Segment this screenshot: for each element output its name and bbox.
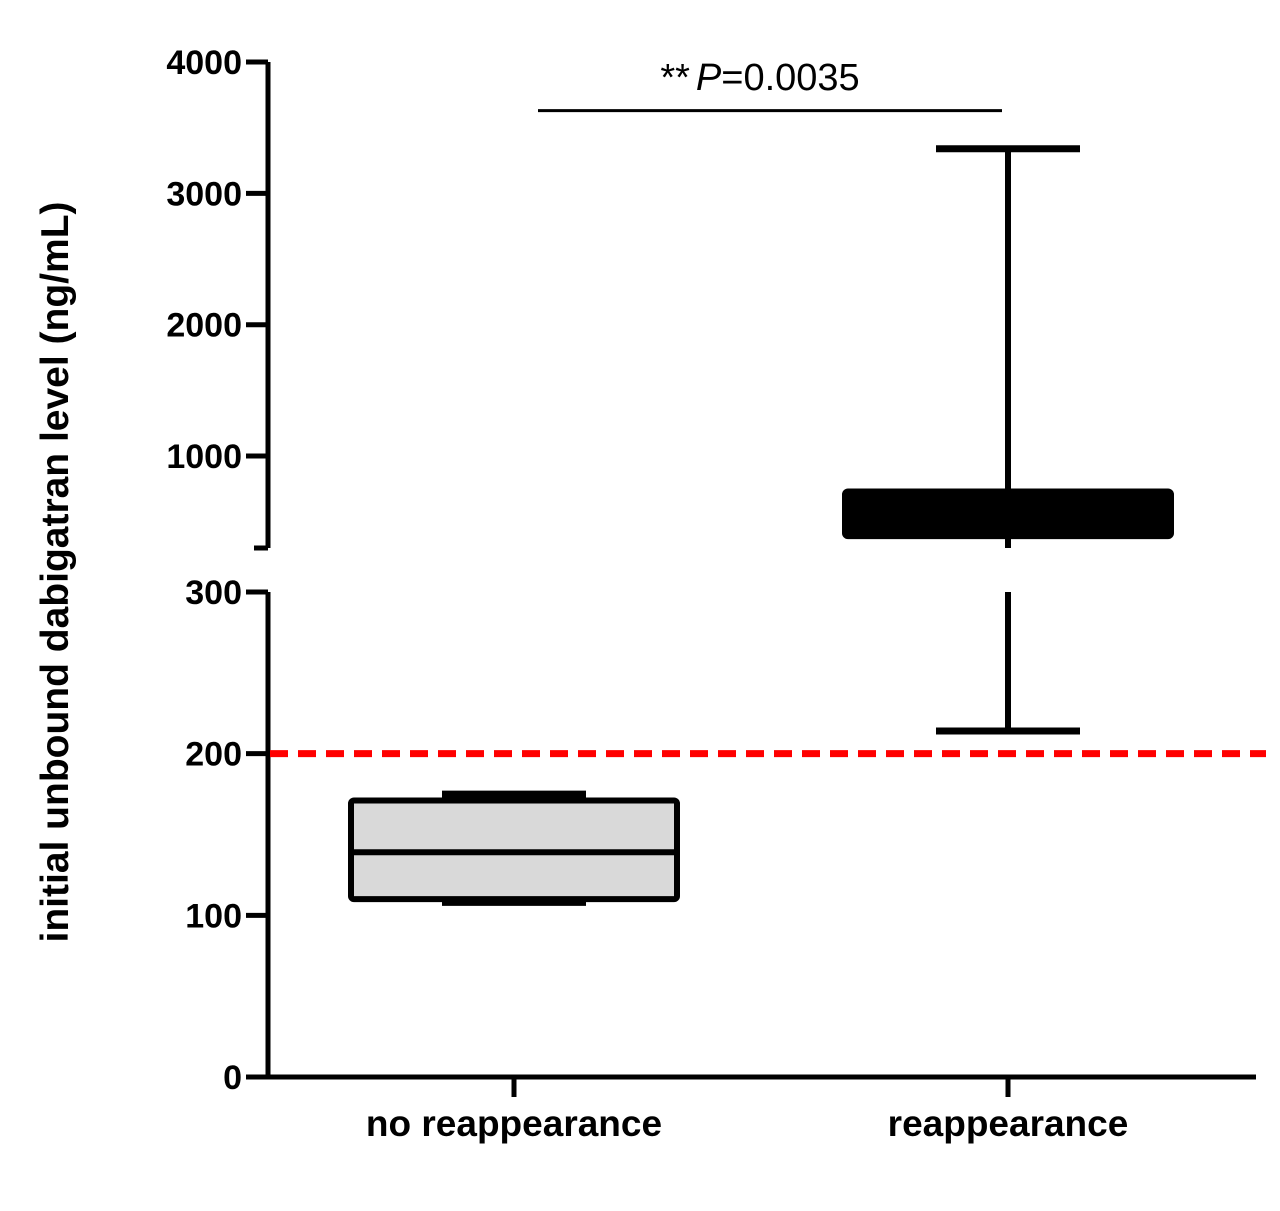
x-category-label-1: reappearance [888,1103,1129,1144]
y-axis-title: initial unbound dabigatran level (ng/mL) [34,202,77,943]
y-tick-label-3000: 3000 [166,175,242,213]
significance-stars: ** [660,57,690,99]
y-tick-label-200: 200 [185,736,242,774]
y-tick-label-4000: 4000 [166,44,242,82]
y-tick-label-0: 0 [223,1059,242,1097]
y-tick-label-100: 100 [185,897,242,935]
x-category-label-0: no reappearance [366,1103,662,1144]
significance-label: ** P=0.0035 [660,57,859,99]
y-tick-label-1000: 1000 [166,438,242,476]
significance-p-symbol: P [696,57,722,99]
y-tick-label-300: 300 [185,574,242,612]
plot-area: 0 100 200 300 1000 2000 3000 4000 no reappearanc… [166,44,1266,1144]
significance-p-value: =0.0035 [721,57,859,99]
y-tick-label-2000: 2000 [166,307,242,345]
